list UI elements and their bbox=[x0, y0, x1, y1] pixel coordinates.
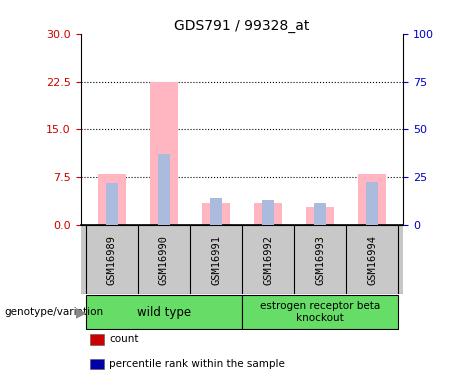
Bar bbox=[106, 183, 118, 225]
Text: percentile rank within the sample: percentile rank within the sample bbox=[109, 359, 285, 369]
Bar bbox=[366, 182, 378, 225]
Text: GSM16990: GSM16990 bbox=[159, 235, 169, 285]
Bar bbox=[262, 200, 274, 225]
Bar bbox=[158, 154, 170, 225]
Bar bbox=[254, 202, 282, 225]
Bar bbox=[314, 203, 326, 225]
Text: GSM16992: GSM16992 bbox=[263, 235, 273, 285]
Text: genotype/variation: genotype/variation bbox=[5, 307, 104, 317]
Text: GSM16989: GSM16989 bbox=[107, 235, 117, 285]
Text: count: count bbox=[109, 334, 139, 344]
Title: GDS791 / 99328_at: GDS791 / 99328_at bbox=[174, 19, 310, 33]
Bar bbox=[358, 174, 386, 225]
Bar bbox=[98, 174, 126, 225]
Bar bbox=[86, 295, 242, 329]
Text: estrogen receptor beta
knockout: estrogen receptor beta knockout bbox=[260, 301, 380, 323]
Bar bbox=[242, 295, 398, 329]
Bar bbox=[210, 198, 222, 225]
Text: GSM16994: GSM16994 bbox=[367, 235, 377, 285]
Bar bbox=[150, 82, 178, 225]
Bar bbox=[306, 207, 334, 225]
Bar bbox=[202, 202, 230, 225]
Text: GSM16993: GSM16993 bbox=[315, 235, 325, 285]
Text: GSM16991: GSM16991 bbox=[211, 235, 221, 285]
Text: wild type: wild type bbox=[137, 306, 191, 319]
Text: ▶: ▶ bbox=[76, 305, 87, 319]
